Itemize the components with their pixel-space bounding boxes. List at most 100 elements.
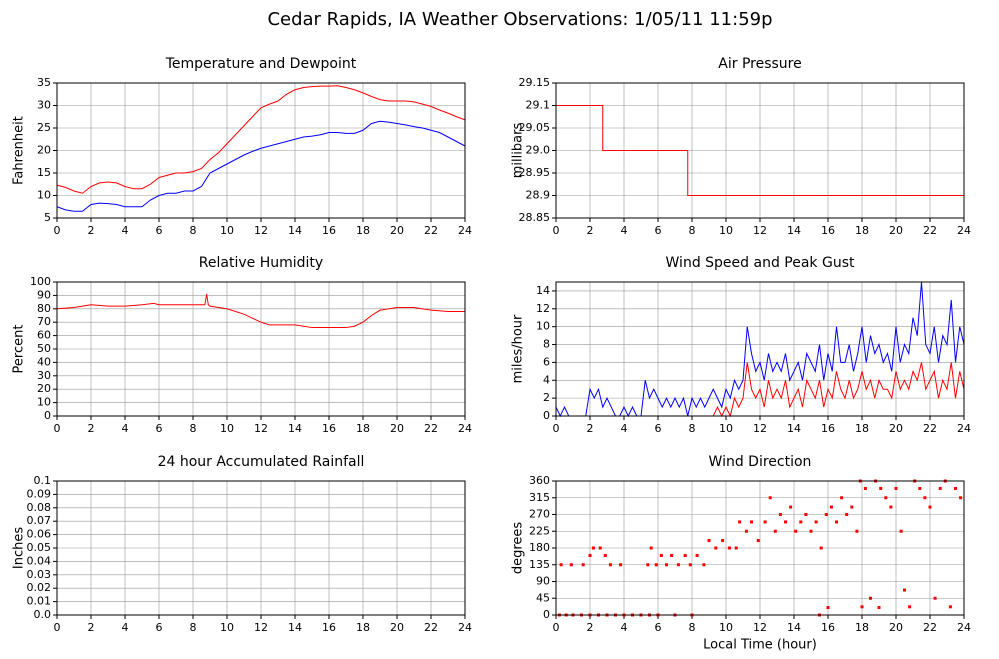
y-tick-label: 180	[529, 541, 550, 554]
x-tick-label: 10	[719, 224, 733, 237]
x-tick-label: 20	[390, 224, 404, 237]
data-line	[56, 293, 465, 329]
x-tick-label: 2	[587, 422, 594, 435]
page-title: Cedar Rapids, IA Weather Observations: 1…	[267, 9, 772, 30]
y-tick-label: 15	[37, 166, 51, 179]
x-tick-label: 10	[719, 621, 733, 634]
x-tick-label: 24	[957, 621, 971, 634]
y-tick-label: 100	[30, 275, 51, 288]
data-line	[56, 120, 466, 212]
y-tick-label: 6	[543, 355, 550, 368]
x-tick-label: 18	[855, 422, 869, 435]
y-axis-label: Fahrenheit	[12, 116, 27, 185]
y-tick-label: 0.0	[34, 608, 52, 621]
x-tick-label: 8	[190, 224, 197, 237]
x-tick-label: 6	[655, 422, 662, 435]
x-tick-label: 24	[458, 224, 472, 237]
x-tick-label: 6	[156, 422, 163, 435]
x-tick-label: 6	[655, 621, 662, 634]
y-tick-label: 14	[536, 284, 550, 297]
y-tick-label: 35	[37, 76, 51, 89]
data-point	[948, 605, 952, 609]
y-tick-label: 10	[536, 320, 550, 333]
data-point	[581, 563, 585, 567]
y-tick-label: 70	[37, 315, 51, 328]
data-point	[676, 563, 680, 567]
x-axis-label: Local Time (hour)	[703, 638, 817, 653]
x-tick-label: 22	[424, 422, 438, 435]
x-tick-label: 20	[889, 621, 903, 634]
data-point	[750, 520, 753, 524]
y-tick-label: 0.01	[27, 595, 52, 608]
x-tick-label: 0	[54, 621, 61, 634]
plot-frame	[56, 82, 466, 219]
x-tick-label: 14	[787, 422, 801, 435]
data-point	[619, 563, 623, 567]
y-axis-label: Percent	[12, 325, 27, 374]
x-tick-label: 24	[957, 422, 971, 435]
data-point	[845, 513, 849, 516]
x-tick-label: 12	[753, 422, 767, 435]
y-tick-label: 0.1	[34, 474, 52, 487]
x-tick-label: 12	[254, 224, 268, 237]
data-point	[763, 520, 767, 524]
y-tick-label: 10	[37, 189, 51, 202]
plot-frame	[555, 281, 965, 417]
y-tick-label: 0	[543, 608, 550, 621]
x-tick-label: 4	[122, 422, 129, 435]
x-tick-label: 4	[621, 621, 628, 634]
data-point	[819, 546, 823, 550]
y-tick-label: 20	[37, 382, 51, 395]
y-tick-label: 29.05	[519, 121, 551, 134]
y-tick-label: 0.04	[27, 554, 52, 567]
x-tick-label: 24	[957, 224, 971, 237]
y-tick-label: 0.02	[27, 581, 52, 594]
data-point	[814, 520, 818, 524]
data-point	[670, 553, 674, 557]
y-tick-label: 30	[37, 99, 51, 112]
x-tick-label: 16	[322, 224, 336, 237]
x-tick-label: 12	[254, 621, 268, 634]
x-tick-label: 22	[923, 422, 937, 435]
y-tick-label: 80	[37, 302, 51, 315]
data-point	[840, 496, 844, 500]
data-point	[665, 563, 668, 567]
data-point	[835, 520, 838, 524]
data-line	[555, 281, 965, 418]
plot-frame	[555, 82, 965, 219]
x-tick-label: 20	[889, 422, 903, 435]
plot-frame	[555, 480, 965, 616]
x-tick-label: 0	[553, 621, 560, 634]
data-point	[559, 563, 563, 567]
x-tick-label: 18	[356, 621, 370, 634]
data-point	[938, 486, 942, 490]
x-tick-label: 0	[54, 224, 61, 237]
x-tick-label: 14	[288, 621, 302, 634]
x-tick-label: 6	[655, 224, 662, 237]
x-tick-label: 16	[322, 422, 336, 435]
x-tick-label: 14	[787, 621, 801, 634]
data-point	[918, 486, 922, 490]
data-line	[56, 85, 466, 194]
y-tick-label: 315	[529, 491, 550, 504]
x-tick-label: 8	[689, 422, 696, 435]
x-tick-label: 14	[288, 224, 302, 237]
y-tick-label: 2	[543, 391, 550, 404]
x-tick-label: 16	[322, 621, 336, 634]
data-point	[794, 529, 798, 533]
x-tick-label: 2	[88, 224, 95, 237]
x-tick-label: 0	[553, 224, 560, 237]
data-point	[646, 563, 650, 567]
data-point	[889, 505, 893, 509]
x-tick-label: 14	[288, 422, 302, 435]
x-tick-label: 14	[787, 224, 801, 237]
x-tick-label: 6	[156, 621, 163, 634]
y-tick-label: 20	[37, 144, 51, 157]
y-tick-label: 0.09	[27, 487, 52, 500]
plot-frame	[56, 480, 466, 616]
x-tick-label: 4	[621, 224, 628, 237]
data-point	[688, 563, 692, 567]
data-point	[588, 553, 592, 557]
x-tick-label: 4	[122, 621, 129, 634]
